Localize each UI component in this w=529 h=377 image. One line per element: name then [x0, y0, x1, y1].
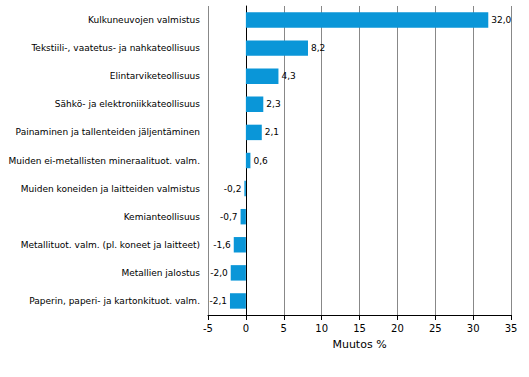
svg-text:-0,7: -0,7 [220, 212, 238, 222]
svg-text:35: 35 [505, 323, 518, 334]
svg-text:Muiden koneiden ja laitteiden: Muiden koneiden ja laitteiden valmistus [21, 184, 201, 194]
svg-text:-2,0: -2,0 [210, 268, 228, 278]
svg-text:Metallituot. valm. (pl. koneet: Metallituot. valm. (pl. koneet ja laitte… [21, 240, 200, 250]
svg-text:Kulkuneuvojen valmistus: Kulkuneuvojen valmistus [88, 15, 200, 25]
svg-text:5: 5 [281, 323, 287, 334]
svg-text:20: 20 [391, 323, 404, 334]
svg-text:Elintarviketeollisuus: Elintarviketeollisuus [110, 71, 201, 81]
svg-text:-5: -5 [203, 323, 213, 334]
svg-text:-0,2: -0,2 [224, 184, 242, 194]
svg-text:Muutos %: Muutos % [332, 338, 386, 351]
svg-text:15: 15 [353, 323, 366, 334]
svg-text:4,3: 4,3 [281, 71, 295, 81]
svg-text:Painaminen ja tallenteiden jäl: Painaminen ja tallenteiden jäljentäminen [16, 127, 200, 137]
svg-text:-2,1: -2,1 [209, 296, 227, 306]
svg-text:10: 10 [315, 323, 328, 334]
svg-text:2,1: 2,1 [265, 127, 279, 137]
svg-text:Muiden ei-metallisten mineraal: Muiden ei-metallisten mineraalituot. val… [9, 156, 200, 166]
svg-text:0: 0 [243, 323, 249, 334]
svg-text:0,6: 0,6 [253, 156, 268, 166]
svg-text:Metallien jalostus: Metallien jalostus [121, 268, 200, 278]
svg-text:-1,6: -1,6 [213, 240, 231, 250]
svg-text:25: 25 [429, 323, 442, 334]
svg-text:Paperin, paperi- ja kartonkitu: Paperin, paperi- ja kartonkituot. valm. [29, 296, 200, 306]
svg-text:2,3: 2,3 [266, 99, 280, 109]
svg-text:8,2: 8,2 [311, 43, 325, 53]
svg-text:Kemianteollisuus: Kemianteollisuus [124, 212, 201, 222]
svg-text:Tekstiili-, vaatetus- ja nahka: Tekstiili-, vaatetus- ja nahkateollisuus [30, 43, 200, 53]
svg-text:32,0: 32,0 [491, 15, 511, 25]
svg-text:30: 30 [467, 323, 480, 334]
svg-text:Sähkö- ja elektroniikkateollis: Sähkö- ja elektroniikkateollisuus [55, 99, 200, 109]
